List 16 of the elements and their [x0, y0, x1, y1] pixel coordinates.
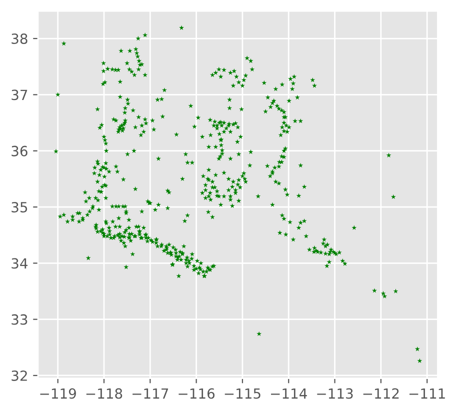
- y-tick-label: 34: [12, 258, 28, 269]
- y-tick-label: 32: [12, 370, 27, 381]
- y-tick-label: 37: [12, 90, 28, 100]
- x-tick-label: −117: [132, 388, 168, 399]
- x-tick-label: −118: [86, 388, 122, 399]
- y-tick-label: 35: [12, 202, 28, 212]
- y-tick-label: 36: [12, 146, 28, 156]
- x-tick-label: −116: [178, 388, 215, 399]
- y-tick-label: 33: [12, 314, 28, 325]
- x-tick-label: −114: [271, 388, 307, 399]
- x-tick-label: −113: [317, 388, 353, 399]
- y-tick-label: 38: [12, 33, 28, 44]
- x-tick-label: −119: [40, 388, 76, 399]
- x-tick-label: −111: [409, 388, 445, 399]
- x-tick-label: −112: [363, 388, 399, 399]
- x-tick-label: −115: [224, 388, 260, 399]
